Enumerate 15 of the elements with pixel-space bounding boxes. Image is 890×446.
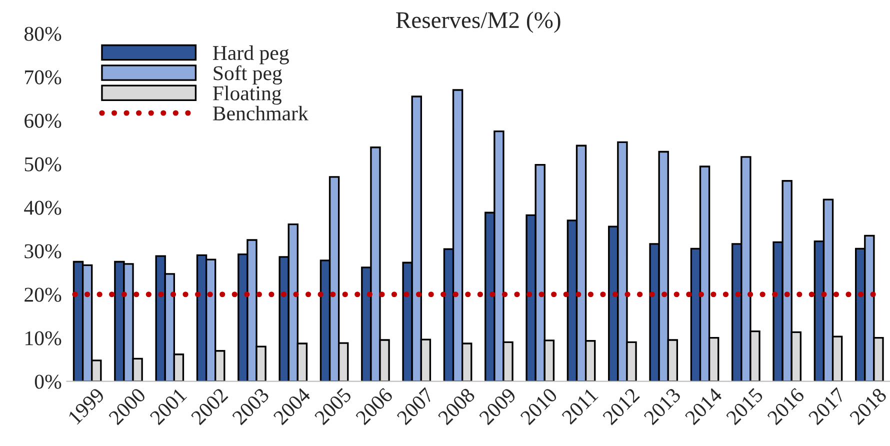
y-tick-label: 70% (25, 70, 62, 84)
x-tick-label: 2011 (561, 388, 599, 425)
y-tick-label: 40% (24, 200, 62, 215)
y-tick-label: 80% (24, 26, 62, 41)
y-tick-label: 60% (24, 114, 62, 128)
legend-label: Hard peg (212, 45, 289, 64)
y-tick-label: 10% (26, 331, 62, 346)
y-tick-label: 0% (34, 374, 62, 389)
y-tick-label: 30% (24, 244, 62, 258)
y-tick-label: 20% (24, 288, 62, 302)
legend-label: Floating (212, 86, 282, 105)
chart-title: Reserves/M2 (%) (396, 12, 560, 33)
legend-label: Benchmark (212, 106, 308, 120)
legend-label: Soft peg (214, 65, 282, 85)
y-tick-label: 50% (24, 157, 62, 172)
